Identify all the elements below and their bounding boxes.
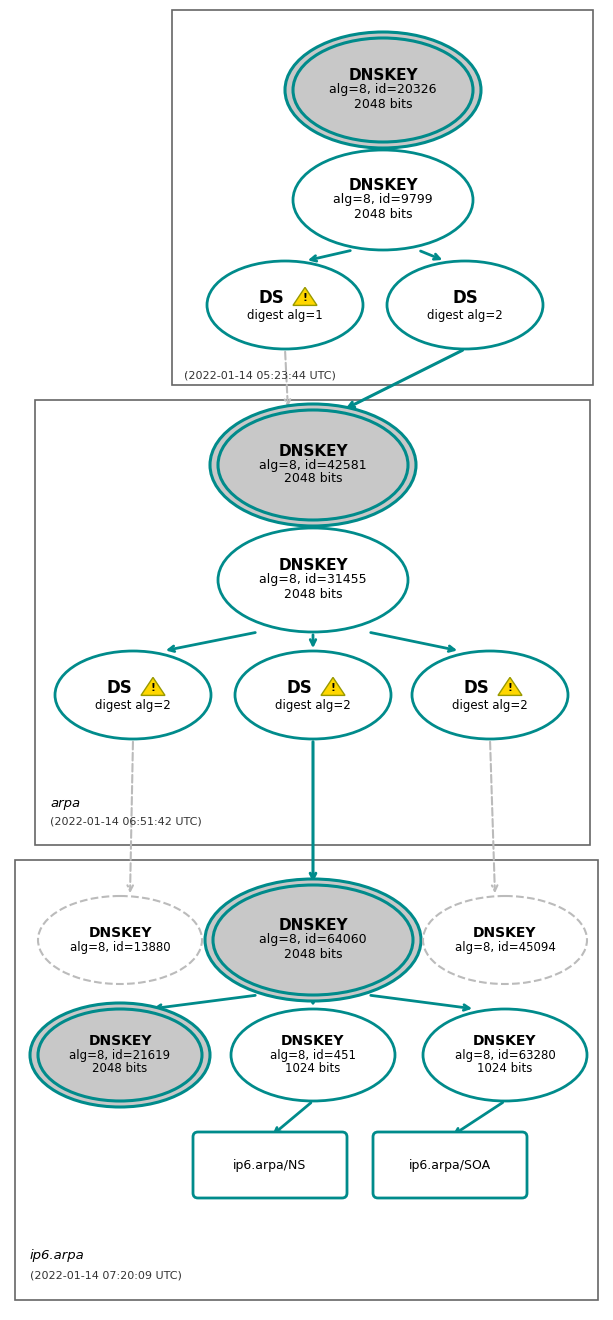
Ellipse shape [218, 411, 408, 520]
Ellipse shape [423, 1008, 587, 1101]
Text: 2048 bits: 2048 bits [284, 473, 342, 486]
Ellipse shape [38, 1008, 202, 1101]
Text: DNSKEY: DNSKEY [473, 1034, 537, 1048]
Ellipse shape [423, 896, 587, 983]
Text: DNSKEY: DNSKEY [278, 919, 348, 933]
Text: alg=8, id=42581: alg=8, id=42581 [259, 458, 367, 471]
Text: 2048 bits: 2048 bits [93, 1063, 148, 1076]
Bar [172, 11, 593, 385]
Text: ip6.arpa/NS: ip6.arpa/NS [234, 1159, 306, 1172]
Text: alg=8, id=31455: alg=8, id=31455 [259, 573, 367, 586]
Text: digest alg=2: digest alg=2 [452, 698, 528, 711]
Text: DS: DS [452, 289, 478, 308]
Text: DNSKEY: DNSKEY [348, 178, 418, 194]
Ellipse shape [55, 651, 211, 739]
Text: 2048 bits: 2048 bits [284, 948, 342, 961]
Text: ip6.arpa: ip6.arpa [30, 1249, 85, 1262]
Text: DNSKEY: DNSKEY [281, 1034, 345, 1048]
Text: alg=8, id=63280: alg=8, id=63280 [455, 1048, 555, 1061]
Text: digest alg=2: digest alg=2 [427, 309, 503, 322]
Ellipse shape [293, 38, 473, 143]
Text: alg=8, id=64060: alg=8, id=64060 [259, 933, 367, 946]
Text: (2022-01-14 05:23:44 UTC): (2022-01-14 05:23:44 UTC) [184, 370, 336, 380]
Ellipse shape [38, 896, 202, 983]
Polygon shape [141, 677, 165, 696]
Text: alg=8, id=20326: alg=8, id=20326 [329, 83, 436, 96]
Text: arpa: arpa [50, 797, 80, 810]
Text: !: ! [508, 684, 512, 693]
Ellipse shape [285, 32, 481, 148]
Ellipse shape [387, 261, 543, 348]
Bar [15, 861, 598, 1300]
Text: 2048 bits: 2048 bits [354, 207, 413, 220]
Text: digest alg=2: digest alg=2 [95, 698, 171, 711]
Text: DS: DS [463, 678, 489, 697]
Text: (2022-01-14 06:51:42 UTC): (2022-01-14 06:51:42 UTC) [50, 817, 202, 828]
Ellipse shape [213, 884, 413, 995]
Ellipse shape [207, 261, 363, 348]
FancyBboxPatch shape [193, 1133, 347, 1199]
Text: !: ! [151, 684, 156, 693]
Polygon shape [321, 677, 345, 696]
Text: DNSKEY: DNSKEY [473, 927, 537, 940]
Text: alg=8, id=451: alg=8, id=451 [270, 1048, 356, 1061]
Text: DS: DS [106, 678, 132, 697]
Text: 1024 bits: 1024 bits [478, 1063, 533, 1076]
Text: digest alg=1: digest alg=1 [247, 309, 323, 322]
Text: DS: DS [286, 678, 312, 697]
FancyBboxPatch shape [373, 1133, 527, 1199]
Text: digest alg=2: digest alg=2 [275, 698, 351, 711]
Text: alg=8, id=9799: alg=8, id=9799 [333, 194, 433, 206]
Text: 1024 bits: 1024 bits [285, 1063, 341, 1076]
Text: .: . [184, 363, 188, 376]
Ellipse shape [293, 150, 473, 249]
Ellipse shape [235, 651, 391, 739]
Ellipse shape [231, 1008, 395, 1101]
Text: !: ! [330, 684, 335, 693]
Text: DNSKEY: DNSKEY [348, 69, 418, 83]
Ellipse shape [30, 1003, 210, 1107]
Text: ip6.arpa/SOA: ip6.arpa/SOA [409, 1159, 491, 1172]
Polygon shape [293, 288, 317, 305]
Text: alg=8, id=21619: alg=8, id=21619 [69, 1048, 170, 1061]
Text: DNSKEY: DNSKEY [278, 558, 348, 573]
Ellipse shape [205, 879, 421, 1001]
Ellipse shape [210, 404, 416, 525]
Text: DNSKEY: DNSKEY [278, 444, 348, 458]
Text: 2048 bits: 2048 bits [354, 98, 413, 111]
Bar [35, 400, 590, 845]
Ellipse shape [218, 528, 408, 632]
Text: DS: DS [258, 289, 284, 308]
Text: DNSKEY: DNSKEY [88, 1034, 152, 1048]
Text: DNSKEY: DNSKEY [88, 927, 152, 940]
Text: 2048 bits: 2048 bits [284, 587, 342, 601]
Polygon shape [498, 677, 522, 696]
Text: (2022-01-14 07:20:09 UTC): (2022-01-14 07:20:09 UTC) [30, 1270, 182, 1280]
Text: !: ! [303, 293, 308, 304]
Ellipse shape [412, 651, 568, 739]
Text: alg=8, id=45094: alg=8, id=45094 [455, 940, 555, 953]
Text: alg=8, id=13880: alg=8, id=13880 [70, 940, 170, 953]
